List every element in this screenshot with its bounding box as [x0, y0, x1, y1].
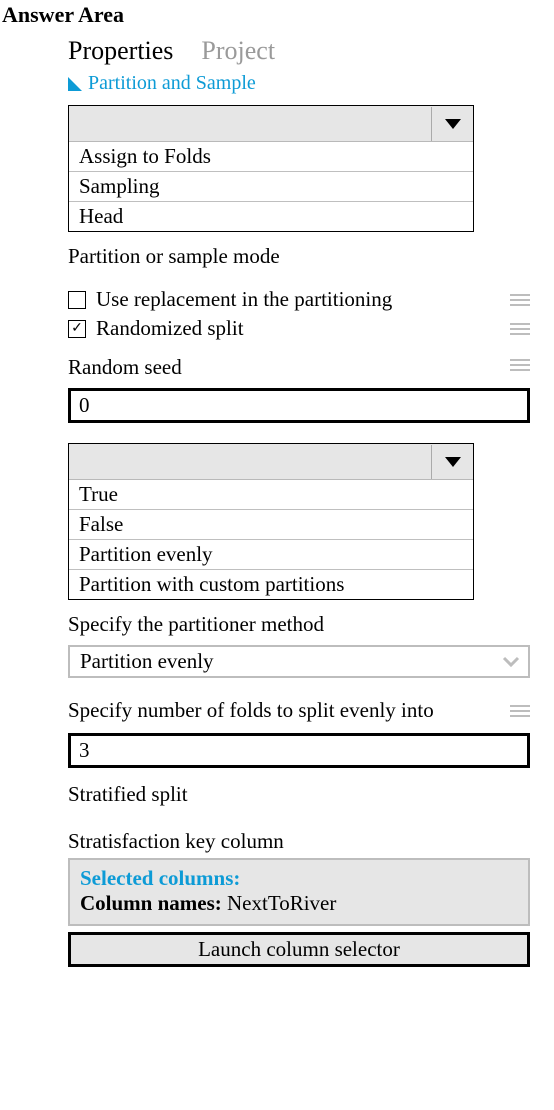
dropdown-header[interactable]	[69, 106, 473, 142]
option-partition-evenly[interactable]: Partition evenly	[69, 540, 473, 570]
section-title: Partition and Sample	[88, 72, 256, 95]
hamburger-icon[interactable]	[510, 322, 530, 336]
dropdown-header[interactable]	[69, 444, 473, 480]
tab-properties[interactable]: Properties	[68, 36, 173, 66]
random-seed-label: Random seed	[68, 355, 182, 380]
chevron-down-icon	[443, 117, 463, 131]
answer-area-heading: Answer Area	[2, 2, 546, 28]
option-custom-partitions[interactable]: Partition with custom partitions	[69, 570, 473, 599]
partition-mode-label: Partition or sample mode	[68, 244, 534, 269]
column-names-value: NextToRiver	[227, 891, 336, 915]
specify-folds-label: Specify number of folds to split evenly …	[68, 698, 434, 723]
section-header-partition-sample[interactable]: Partition and Sample	[68, 72, 534, 95]
use-replacement-label: Use replacement in the partitioning	[96, 287, 392, 312]
tabs: Properties Project	[68, 36, 534, 66]
stratified-split-label: Stratified split	[68, 782, 534, 807]
dropdown-arrow-box[interactable]	[431, 445, 473, 479]
option-true[interactable]: True	[69, 480, 473, 510]
partitioner-method-select[interactable]: Partition evenly	[68, 645, 530, 678]
collapse-triangle-icon	[68, 77, 82, 91]
tab-project[interactable]: Project	[201, 36, 275, 66]
hamburger-icon[interactable]	[510, 704, 530, 718]
selected-columns-title: Selected columns:	[80, 866, 518, 891]
option-sampling[interactable]: Sampling	[69, 172, 473, 202]
use-replacement-checkbox[interactable]	[68, 291, 86, 309]
randomized-split-checkbox[interactable]: ✓	[68, 320, 86, 338]
random-seed-input[interactable]: 0	[68, 388, 530, 423]
partitioner-method-value: Partition evenly	[80, 649, 214, 674]
option-assign-to-folds[interactable]: Assign to Folds	[69, 142, 473, 172]
specify-method-label: Specify the partitioner method	[68, 612, 534, 637]
num-folds-input[interactable]: 3	[68, 733, 530, 768]
strat-key-column-label: Stratisfaction key column	[68, 829, 534, 854]
dropdown-arrow-box[interactable]	[431, 107, 473, 141]
hamburger-icon[interactable]	[510, 358, 530, 372]
selected-columns-box: Selected columns: Column names: NextToRi…	[68, 858, 530, 926]
column-names-label: Column names:	[80, 891, 222, 915]
partition-mode-dropdown[interactable]: Assign to Folds Sampling Head	[68, 105, 474, 232]
randomized-split-label: Randomized split	[96, 316, 244, 341]
option-false[interactable]: False	[69, 510, 473, 540]
column-names-row: Column names: NextToRiver	[80, 891, 518, 916]
chevron-down-icon	[502, 649, 520, 674]
option-head[interactable]: Head	[69, 202, 473, 231]
partitioner-method-dropdown[interactable]: True False Partition evenly Partition wi…	[68, 443, 474, 600]
hamburger-icon[interactable]	[510, 293, 530, 307]
chevron-down-icon	[443, 455, 463, 469]
launch-column-selector-button[interactable]: Launch column selector	[68, 932, 530, 967]
